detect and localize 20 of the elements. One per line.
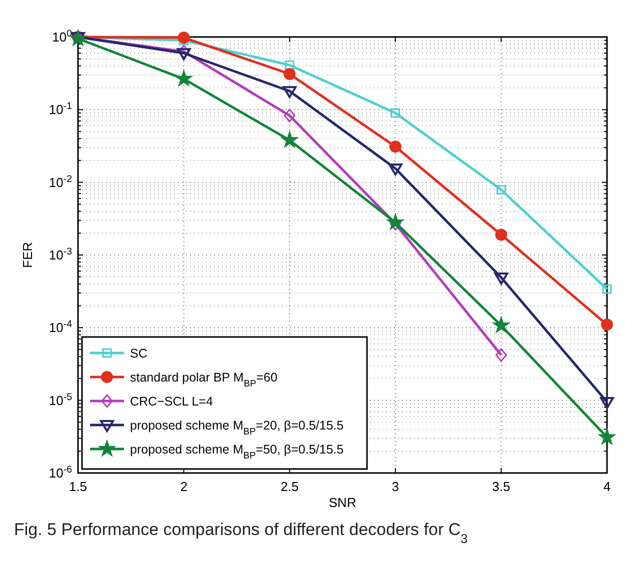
legend-label: proposed scheme M$_{BP}$=50, β=0.5/15.5: [130, 442, 344, 460]
caption: Fig. 5 Performance comparisons of different decoders for C$_{3}$: [14, 520, 468, 546]
legend-label: CRC−SCL L=4: [130, 394, 213, 408]
x-axis-title: SNR: [328, 495, 356, 510]
x-tick-label: 2.5: [280, 479, 299, 494]
x-tick-label: 3.5: [492, 479, 510, 494]
y-tick-label: 10$^{-4}$: [48, 318, 73, 336]
legend-label: SC: [130, 346, 148, 360]
y-axis-title: FER: [20, 242, 35, 268]
x-tick-label: 4: [603, 479, 611, 494]
legend-label: proposed scheme M$_{BP}$=20, β=0.5/15.5: [130, 418, 344, 436]
x-tick-label: 1.5: [68, 479, 88, 494]
y-tick-label: 10$^{-3}$: [48, 246, 72, 263]
y-tick-label: 10$^{-6}$: [48, 464, 72, 481]
legend-label: standard polar BP M$_{BP}$=60: [130, 370, 278, 388]
x-tick-label: 3: [392, 479, 400, 494]
y-tick-label: 10$^{-2}$: [48, 173, 72, 190]
x-tick-label: 2: [180, 479, 188, 494]
y-tick-label: 10$^{-5}$: [48, 391, 73, 408]
y-tick-label: 10$^{-1}$: [48, 100, 72, 118]
